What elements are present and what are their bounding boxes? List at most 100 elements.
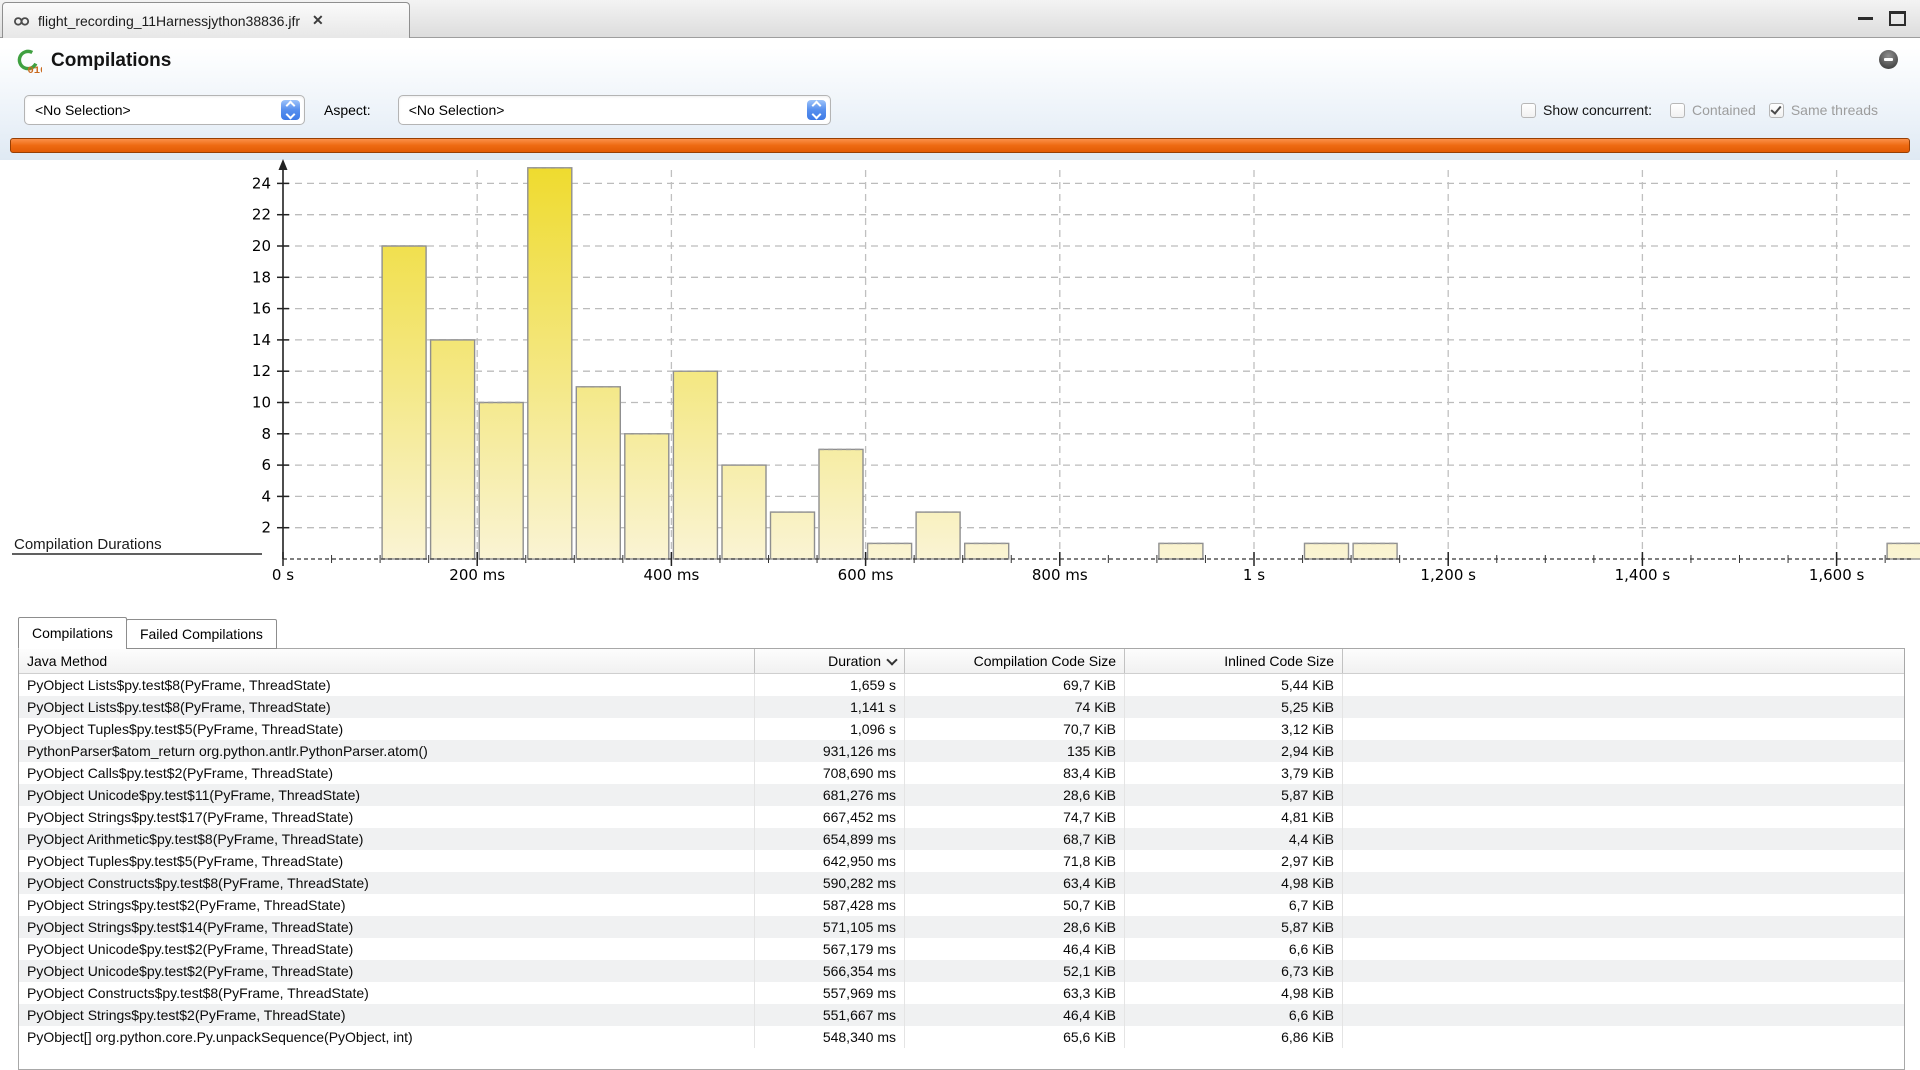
compilation-size-cell: 74,7 KiB bbox=[905, 806, 1125, 828]
histogram-bar[interactable] bbox=[819, 449, 863, 559]
contained-checkbox[interactable] bbox=[1670, 103, 1685, 118]
column-header-compilation-code-size[interactable]: Compilation Code Size bbox=[905, 649, 1125, 673]
histogram-bar[interactable] bbox=[1887, 543, 1920, 559]
inlined-size-cell: 4,81 KiB bbox=[1125, 806, 1343, 828]
tab-compilations[interactable]: Compilations bbox=[18, 617, 127, 649]
method-cell: PyObject Tuples$py.test$5(PyFrame, Threa… bbox=[19, 718, 755, 740]
table-row[interactable]: PyObject Arithmetic$py.test$8(PyFrame, T… bbox=[19, 828, 1904, 850]
histogram-bar[interactable] bbox=[479, 403, 523, 560]
table-row[interactable]: PyObject Constructs$py.test$8(PyFrame, T… bbox=[19, 872, 1904, 894]
inlined-size-cell: 6,6 KiB bbox=[1125, 1004, 1343, 1026]
duration-cell: 681,276 ms bbox=[755, 784, 905, 806]
close-tab-icon[interactable]: ✕ bbox=[312, 12, 324, 29]
selection-dropdown-value: <No Selection> bbox=[35, 102, 131, 118]
chart-title: Compilation Durations bbox=[14, 536, 162, 553]
histogram-bar[interactable] bbox=[673, 371, 717, 559]
y-axis-label: 12 bbox=[252, 362, 271, 380]
table-row[interactable]: PyObject Lists$py.test$8(PyFrame, Thread… bbox=[19, 696, 1904, 718]
compilation-size-cell: 63,3 KiB bbox=[905, 982, 1125, 1004]
table-row[interactable]: PyObject Calls$py.test$2(PyFrame, Thread… bbox=[19, 762, 1904, 784]
column-header-java-method[interactable]: Java Method bbox=[19, 649, 755, 673]
method-cell: PyObject Constructs$py.test$8(PyFrame, T… bbox=[19, 872, 755, 894]
inlined-size-cell: 6,6 KiB bbox=[1125, 938, 1343, 960]
inlined-size-cell: 3,79 KiB bbox=[1125, 762, 1343, 784]
histogram-bar[interactable] bbox=[576, 387, 620, 559]
histogram-bar[interactable] bbox=[431, 340, 475, 559]
histogram-bar[interactable] bbox=[1305, 543, 1349, 559]
range-selector-bar[interactable] bbox=[10, 138, 1910, 153]
show-concurrent-checkbox[interactable] bbox=[1521, 103, 1536, 118]
tab-failed-compilations[interactable]: Failed Compilations bbox=[126, 619, 277, 649]
x-axis-label: 1 s bbox=[1243, 566, 1265, 584]
method-cell: PyObject Strings$py.test$2(PyFrame, Thre… bbox=[19, 894, 755, 916]
table-tabs: CompilationsFailed Compilations bbox=[18, 617, 277, 649]
table-row[interactable]: PyObject Lists$py.test$8(PyFrame, Thread… bbox=[19, 674, 1904, 696]
column-header-filler bbox=[1343, 649, 1904, 673]
histogram-bar[interactable] bbox=[965, 543, 1009, 559]
duration-cell: 590,282 ms bbox=[755, 872, 905, 894]
selection-dropdown[interactable]: <No Selection> bbox=[24, 95, 305, 125]
inlined-size-cell: 3,12 KiB bbox=[1125, 718, 1343, 740]
aspect-label: Aspect: bbox=[324, 102, 371, 118]
histogram-bar[interactable] bbox=[868, 543, 912, 559]
histogram-bar[interactable] bbox=[382, 246, 426, 559]
compilation-durations-chart: 0 s200 ms400 ms600 ms800 ms1 s1,200 s1,4… bbox=[0, 158, 1920, 608]
histogram-bar[interactable] bbox=[528, 168, 572, 559]
y-axis-label: 24 bbox=[252, 174, 271, 192]
y-axis-label: 10 bbox=[252, 394, 271, 412]
duration-cell: 642,950 ms bbox=[755, 850, 905, 872]
table-row[interactable]: PyObject Constructs$py.test$8(PyFrame, T… bbox=[19, 982, 1904, 1004]
duration-cell: 1,141 s bbox=[755, 696, 905, 718]
row-filler bbox=[1343, 674, 1904, 696]
y-axis-label: 20 bbox=[252, 237, 271, 255]
method-cell: PyObject Tuples$py.test$5(PyFrame, Threa… bbox=[19, 850, 755, 872]
section-menu-button[interactable] bbox=[1879, 50, 1898, 69]
table-row[interactable]: PyObject Unicode$py.test$11(PyFrame, Thr… bbox=[19, 784, 1904, 806]
column-header-inlined-code-size[interactable]: Inlined Code Size bbox=[1125, 649, 1343, 673]
page-title: Compilations bbox=[51, 50, 171, 72]
aspect-dropdown[interactable]: <No Selection> bbox=[398, 95, 831, 125]
table-row[interactable]: PyObject Strings$py.test$14(PyFrame, Thr… bbox=[19, 916, 1904, 938]
row-filler bbox=[1343, 1026, 1904, 1048]
method-cell: PyObject Arithmetic$py.test$8(PyFrame, T… bbox=[19, 828, 755, 850]
table-row[interactable]: PythonParser$atom_return org.python.antl… bbox=[19, 740, 1904, 762]
maximize-icon[interactable] bbox=[1889, 11, 1906, 26]
duration-cell: 931,126 ms bbox=[755, 740, 905, 762]
method-cell: PyObject Strings$py.test$14(PyFrame, Thr… bbox=[19, 916, 755, 938]
flight-recording-icon bbox=[13, 13, 30, 29]
compilations-icon: 010 bbox=[16, 48, 42, 74]
editor-tab[interactable]: flight_recording_11Harnessjython38836.jf… bbox=[2, 2, 410, 38]
inlined-size-cell: 2,94 KiB bbox=[1125, 740, 1343, 762]
histogram-bar[interactable] bbox=[1353, 543, 1397, 559]
table-row[interactable]: PyObject Strings$py.test$2(PyFrame, Thre… bbox=[19, 1004, 1904, 1026]
histogram-bar[interactable] bbox=[1159, 543, 1203, 559]
histogram-bar[interactable] bbox=[771, 512, 815, 559]
table-row[interactable]: PyObject Strings$py.test$2(PyFrame, Thre… bbox=[19, 894, 1904, 916]
table-row[interactable]: PyObject Unicode$py.test$2(PyFrame, Thre… bbox=[19, 960, 1904, 982]
minus-icon bbox=[1884, 58, 1893, 61]
duration-cell: 708,690 ms bbox=[755, 762, 905, 784]
compilation-size-cell: 46,4 KiB bbox=[905, 938, 1125, 960]
column-header-duration[interactable]: Duration bbox=[755, 649, 905, 673]
same-threads-checkbox[interactable] bbox=[1769, 103, 1784, 118]
x-axis-label: 800 ms bbox=[1032, 566, 1088, 584]
x-axis-label: 600 ms bbox=[838, 566, 894, 584]
show-concurrent-label: Show concurrent: bbox=[1543, 102, 1652, 118]
table-row[interactable]: PyObject Tuples$py.test$5(PyFrame, Threa… bbox=[19, 850, 1904, 872]
histogram-bar[interactable] bbox=[722, 465, 766, 559]
table-row[interactable]: PyObject Strings$py.test$17(PyFrame, Thr… bbox=[19, 806, 1904, 828]
compilation-size-cell: 28,6 KiB bbox=[905, 784, 1125, 806]
table-row[interactable]: PyObject Unicode$py.test$2(PyFrame, Thre… bbox=[19, 938, 1904, 960]
inlined-size-cell: 4,4 KiB bbox=[1125, 828, 1343, 850]
compilation-size-cell: 52,1 KiB bbox=[905, 960, 1125, 982]
minimize-icon[interactable] bbox=[1858, 17, 1873, 20]
table-row[interactable]: PyObject Tuples$py.test$5(PyFrame, Threa… bbox=[19, 718, 1904, 740]
method-cell: PyObject Lists$py.test$8(PyFrame, Thread… bbox=[19, 674, 755, 696]
same-threads-label: Same threads bbox=[1791, 102, 1878, 118]
row-filler bbox=[1343, 916, 1904, 938]
method-cell: PyObject Unicode$py.test$11(PyFrame, Thr… bbox=[19, 784, 755, 806]
histogram-bar[interactable] bbox=[916, 512, 960, 559]
table-row[interactable]: PyObject[] org.python.core.Py.unpackSequ… bbox=[19, 1026, 1904, 1048]
histogram-bar[interactable] bbox=[625, 434, 669, 559]
y-axis-label: 18 bbox=[252, 268, 271, 286]
